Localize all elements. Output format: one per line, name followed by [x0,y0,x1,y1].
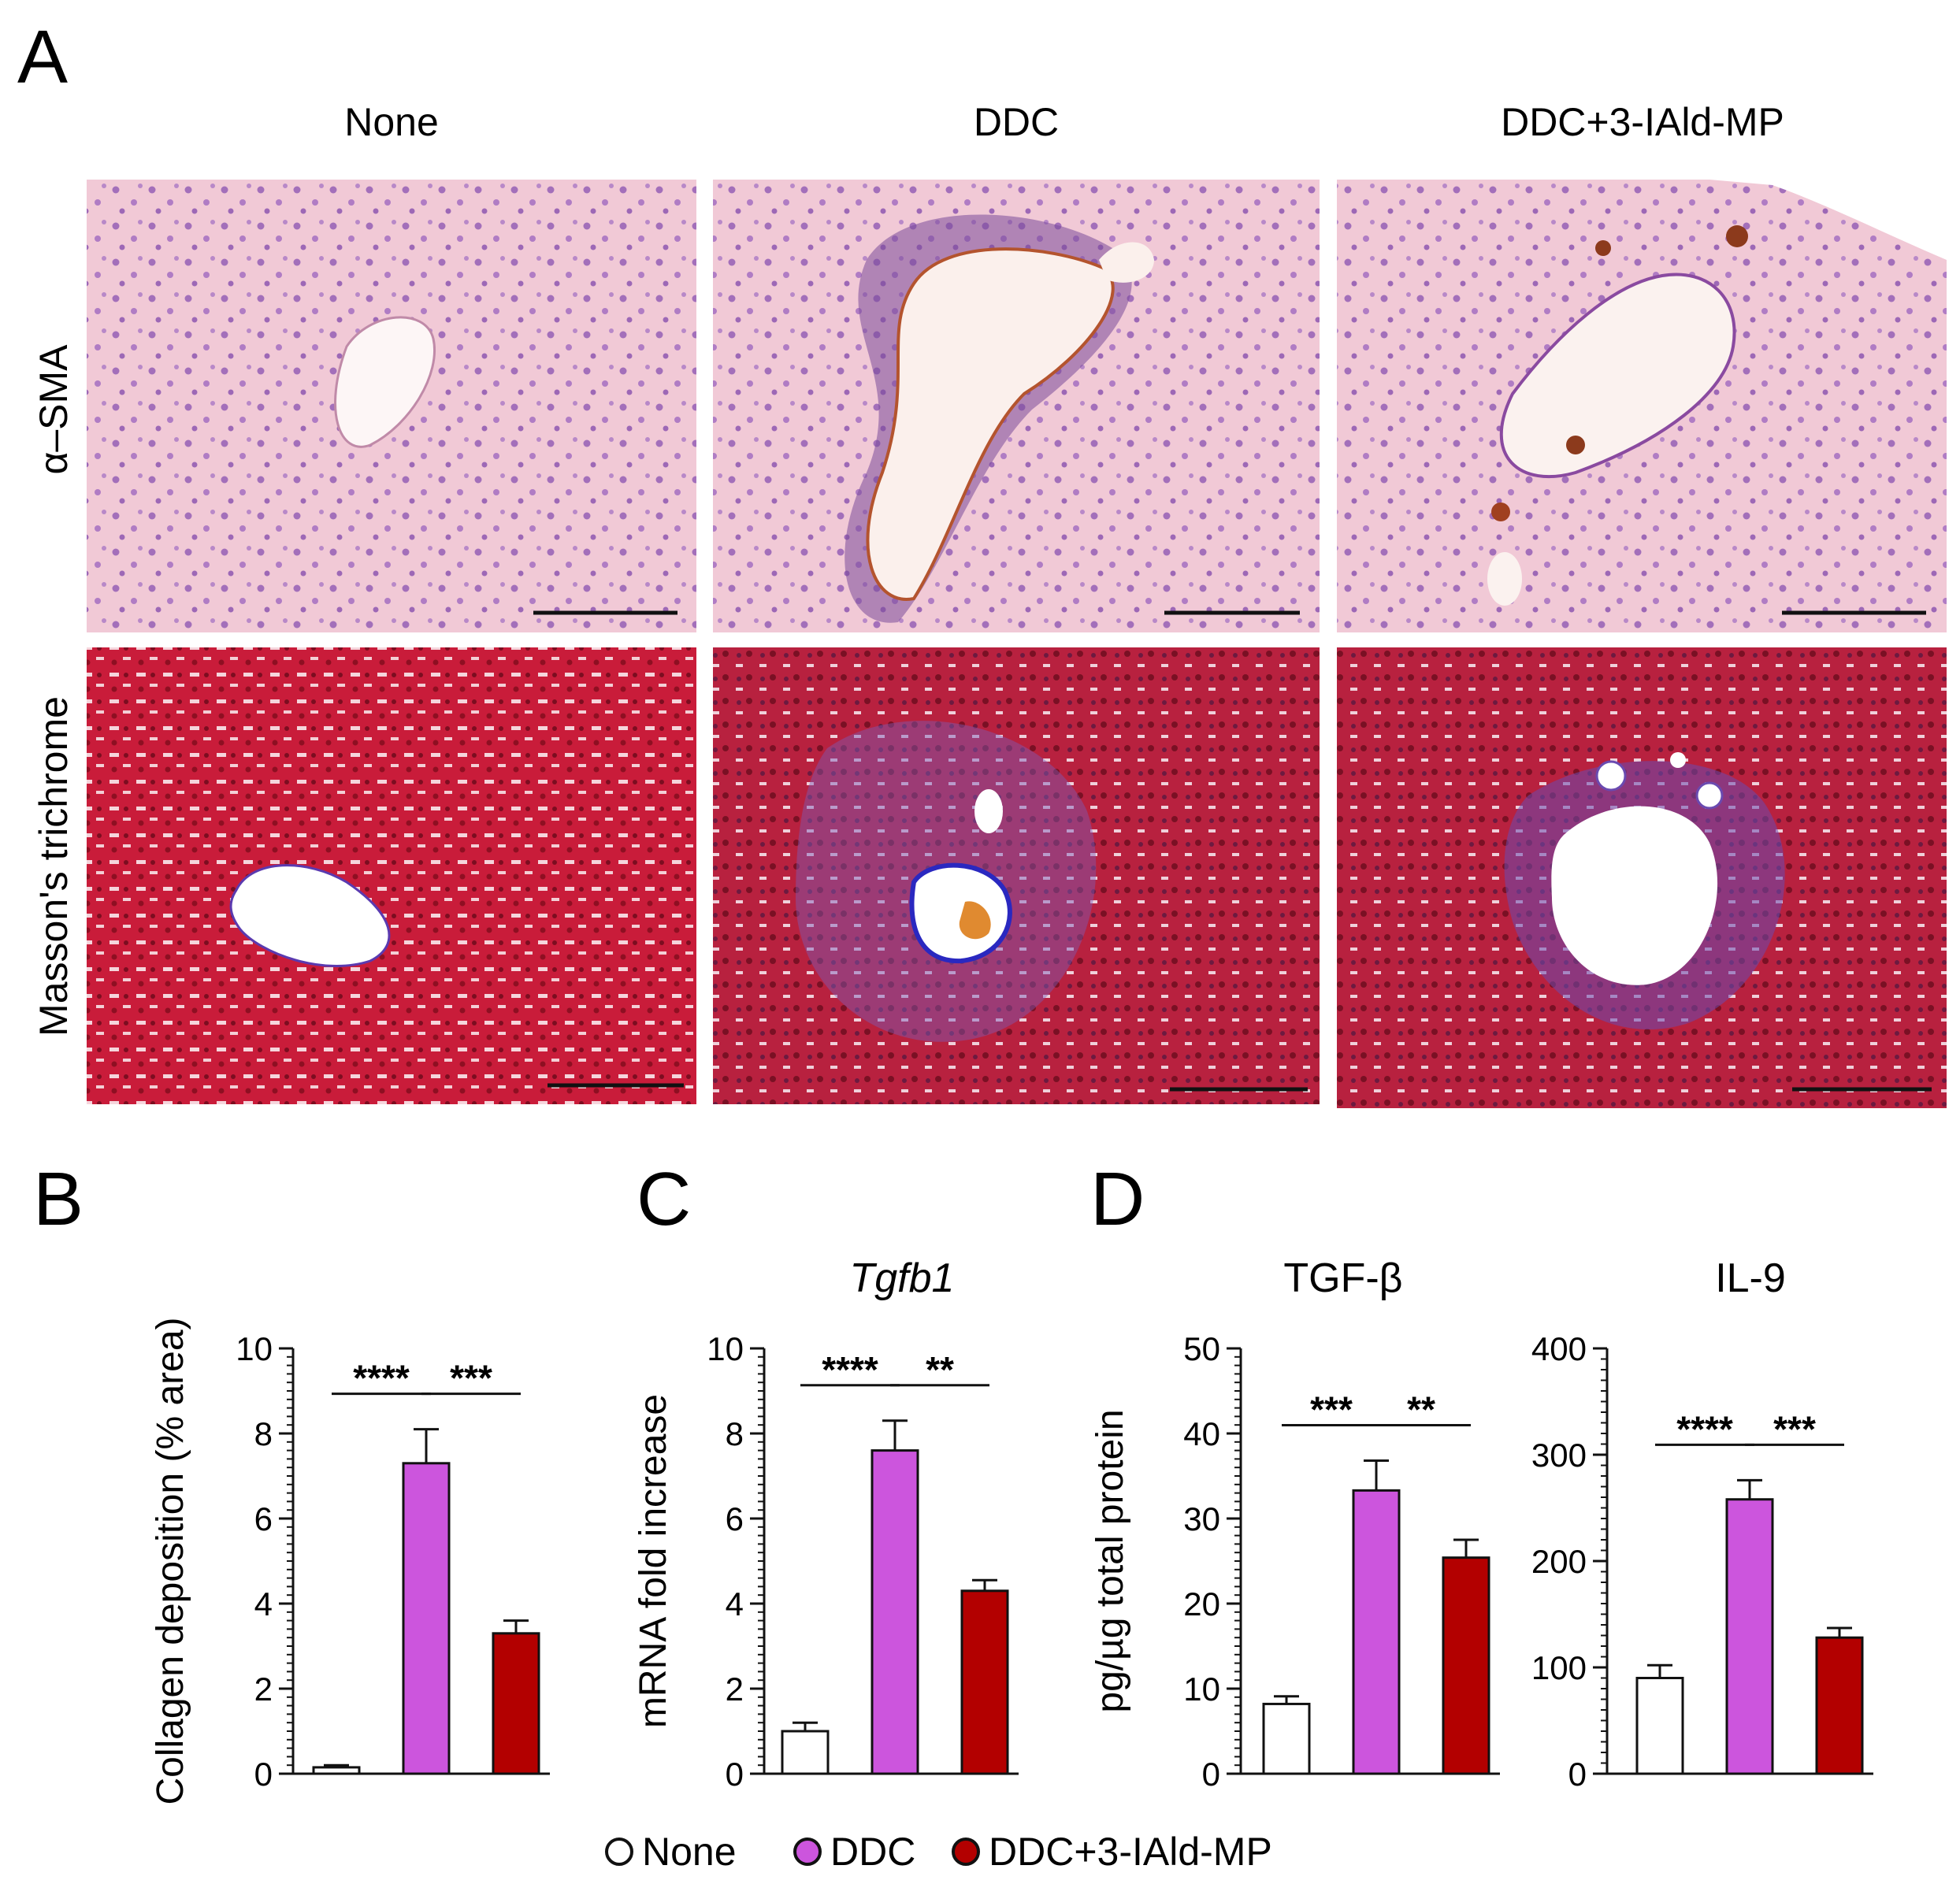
chart-2-tick-label: 50 [1183,1330,1220,1367]
chart-3-tick-label: 200 [1531,1543,1587,1580]
chart-1-sig-label-1: ** [926,1349,954,1390]
chart-3-tick-label: 0 [1568,1756,1587,1793]
chart-2-tick-label: 0 [1202,1756,1220,1793]
chart-1-bar-2 [960,1589,1009,1775]
chart-1-tick-label: 8 [726,1415,744,1452]
chart-0-tick-label: 4 [254,1585,273,1622]
chart-0-ylabel: Collagen deposition (% area) [150,1317,191,1804]
chart-2-title: TGF-β [1283,1255,1402,1301]
chart-1-bar-0 [781,1730,830,1775]
column-title-ddc-3iald: DDC+3-IAld-MP [1501,100,1784,144]
chart-1-ylabel: mRNA fold increase [633,1394,674,1728]
chart-1-tick-label: 0 [726,1756,744,1793]
chart-0-tick-label: 10 [236,1330,273,1367]
chart-0-bar-1 [402,1462,451,1775]
legend-label-none: None [642,1830,737,1874]
chart-0-bar-0 [312,1766,361,1775]
chart-3-title: IL-9 [1715,1255,1786,1301]
micrograph-asma-ddc-3iald [1337,180,1947,632]
chart-0-bar-2 [492,1632,540,1775]
chart-3-tick-label: 100 [1531,1649,1587,1686]
chart-3-bar-1 [1725,1498,1774,1775]
micrograph-trichrome-ddc-3iald [1337,647,1947,1108]
chart-0-tick-label: 6 [254,1500,273,1537]
column-title-ddc: DDC [974,100,1059,144]
chart-1-tick-label: 2 [726,1671,744,1708]
chart-1-bar-1 [870,1449,919,1775]
chart-3-bar-2 [1815,1636,1864,1775]
chart-1-tick-label: 6 [726,1500,744,1537]
chart-3-bar-0 [1635,1677,1684,1775]
chart-0-tick-label: 8 [254,1415,273,1452]
chart-2-bar-2 [1442,1556,1490,1775]
chart-0-sig-label-1: *** [450,1358,492,1399]
chart-2-bar-1 [1352,1489,1401,1775]
chart-3-sig-label-1: *** [1773,1408,1816,1449]
micrograph-asma-ddc [713,180,1320,632]
chart-2-tick-label: 40 [1183,1415,1220,1452]
micrograph-trichrome-ddc [713,647,1320,1104]
legend-marker-none [605,1838,633,1866]
column-title-none: None [344,100,439,144]
legend: None DDC DDC+3-IAld-MP [605,1830,1272,1874]
chart-2-tick-label: 20 [1183,1585,1220,1622]
micrograph-trichrome-none [87,647,696,1104]
chart-2-sig-label-0: *** [1310,1389,1353,1430]
chart-1-tick-label: 4 [726,1585,744,1622]
legend-marker-ddc [793,1838,822,1866]
chart-0-sig-label-0: **** [353,1358,410,1399]
chart-2-bar-0 [1262,1702,1311,1775]
panel-letter-a: A [17,15,68,99]
panel-letter-b: B [33,1157,84,1241]
chart-2-tick-label: 10 [1183,1671,1220,1708]
chart-0-tick-label: 0 [254,1756,273,1793]
panel-letter-d: D [1090,1157,1145,1241]
row-title-trichrome: Masson's trichrome [32,696,76,1037]
legend-label-ddc-3iald: DDC+3-IAld-MP [989,1830,1272,1874]
row-title-asma: α–SMA [32,344,76,475]
chart-1-title: Tgfb1 [850,1255,955,1301]
legend-label-ddc: DDC [830,1830,915,1874]
chart-2-ylabel: pg/µg total protein [1090,1409,1131,1712]
chart-3-tick-label: 400 [1531,1330,1587,1367]
chart-1-tick-label: 10 [707,1330,744,1367]
chart-3-tick-label: 300 [1531,1437,1587,1474]
panel-letter-c: C [637,1157,691,1241]
legend-marker-ddc-3iald [952,1838,980,1866]
micrograph-asma-none [87,180,696,632]
chart-1-sig-label-0: **** [822,1349,878,1390]
chart-0-tick-label: 2 [254,1671,273,1708]
chart-3-sig-label-0: **** [1676,1408,1733,1449]
chart-2-sig-label-1: ** [1407,1389,1435,1430]
chart-2-tick-label: 30 [1183,1500,1220,1537]
